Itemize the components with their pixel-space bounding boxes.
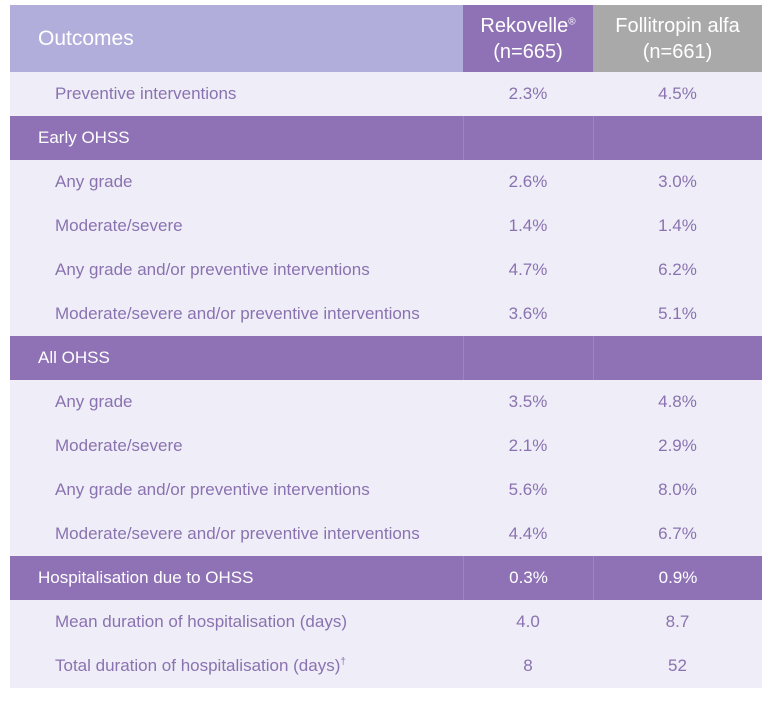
section-row-early-ohss: Early OHSS [10, 116, 762, 160]
rekovelle-value: 2.1% [508, 436, 548, 455]
section-label: All OHSS [38, 348, 110, 367]
follitropin-value: 4.5% [658, 84, 697, 103]
table-header-row: Outcomes Rekovelle® (n=665) Follitropin … [10, 5, 762, 72]
outcomes-header: Outcomes [10, 5, 463, 72]
row-label: Any grade and/or preventive intervention… [55, 480, 370, 499]
follitropin-value: 0.9% [593, 556, 762, 600]
follitropin-value: 4.8% [658, 392, 697, 411]
rekovelle-value: 2.3% [508, 84, 548, 103]
follitropin-value [593, 116, 762, 160]
follitropin-value: 6.2% [658, 260, 697, 279]
follitropin-value: 3.0% [658, 172, 697, 191]
rekovelle-value: 8 [523, 656, 533, 675]
section-row-hospitalisation: Hospitalisation due to OHSS 0.3% 0.9% [10, 556, 762, 600]
row-label: Any grade [55, 172, 133, 191]
registered-mark: ® [568, 15, 576, 27]
rekovelle-value: 4.0 [516, 612, 540, 631]
table-row: Any grade 2.6% 3.0% [10, 160, 762, 204]
table-row: Preventive interventions 2.3% 4.5% [10, 72, 762, 116]
table-row: Any grade 3.5% 4.8% [10, 380, 762, 424]
table-row: Moderate/severe and/or preventive interv… [10, 292, 762, 336]
follitropin-header: Follitropin alfa (n=661) [593, 5, 762, 72]
row-label: Total duration of hospitalisation (days)… [55, 656, 346, 675]
table-row: Mean duration of hospitalisation (days) … [10, 600, 762, 644]
table-row: Any grade and/or preventive intervention… [10, 248, 762, 292]
rekovelle-value: 3.5% [508, 392, 548, 411]
rekovelle-value: 4.4% [508, 524, 548, 543]
table-row: Moderate/severe and/or preventive interv… [10, 512, 762, 556]
rekovelle-header-name: Rekovelle® [480, 14, 576, 37]
follitropin-value: 52 [668, 656, 687, 675]
row-label: Moderate/severe and/or preventive interv… [55, 304, 420, 323]
rekovelle-header-n: (n=665) [493, 40, 563, 63]
rekovelle-value [463, 336, 593, 380]
table-row: Total duration of hospitalisation (days)… [10, 644, 762, 688]
rekovelle-value: 2.6% [508, 172, 548, 191]
follitropin-header-name: Follitropin alfa [615, 14, 740, 37]
row-label: Moderate/severe and/or preventive interv… [55, 524, 420, 543]
section-label: Hospitalisation due to OHSS [38, 568, 254, 587]
follitropin-value [593, 336, 762, 380]
follitropin-header-n: (n=661) [642, 40, 713, 63]
dagger-mark: † [340, 656, 346, 668]
rekovelle-value: 5.6% [508, 480, 548, 499]
table-row: Any grade and/or preventive intervention… [10, 468, 762, 512]
table-row: Moderate/severe 1.4% 1.4% [10, 204, 762, 248]
row-label: Any grade and/or preventive intervention… [55, 260, 370, 279]
rekovelle-value: 3.6% [508, 304, 548, 323]
rekovelle-value: 4.7% [508, 260, 548, 279]
row-label: Mean duration of hospitalisation (days) [55, 612, 347, 631]
section-row-all-ohss: All OHSS [10, 336, 762, 380]
rekovelle-value: 1.4% [508, 216, 548, 235]
row-label: Moderate/severe [55, 436, 183, 455]
section-label: Early OHSS [38, 128, 130, 147]
row-label: Any grade [55, 392, 133, 411]
table-row: Moderate/severe 2.1% 2.9% [10, 424, 762, 468]
ohss-outcomes-table: Outcomes Rekovelle® (n=665) Follitropin … [10, 5, 762, 688]
row-label: Preventive interventions [55, 84, 237, 103]
row-label: Moderate/severe [55, 216, 183, 235]
rekovelle-value [463, 116, 593, 160]
follitropin-value: 1.4% [658, 216, 697, 235]
rekovelle-header: Rekovelle® (n=665) [463, 5, 593, 72]
follitropin-value: 8.0% [658, 480, 697, 499]
follitropin-value: 6.7% [658, 524, 697, 543]
follitropin-value: 5.1% [658, 304, 697, 323]
follitropin-value: 2.9% [658, 436, 697, 455]
follitropin-value: 8.7 [665, 612, 690, 631]
rekovelle-value: 0.3% [463, 556, 593, 600]
